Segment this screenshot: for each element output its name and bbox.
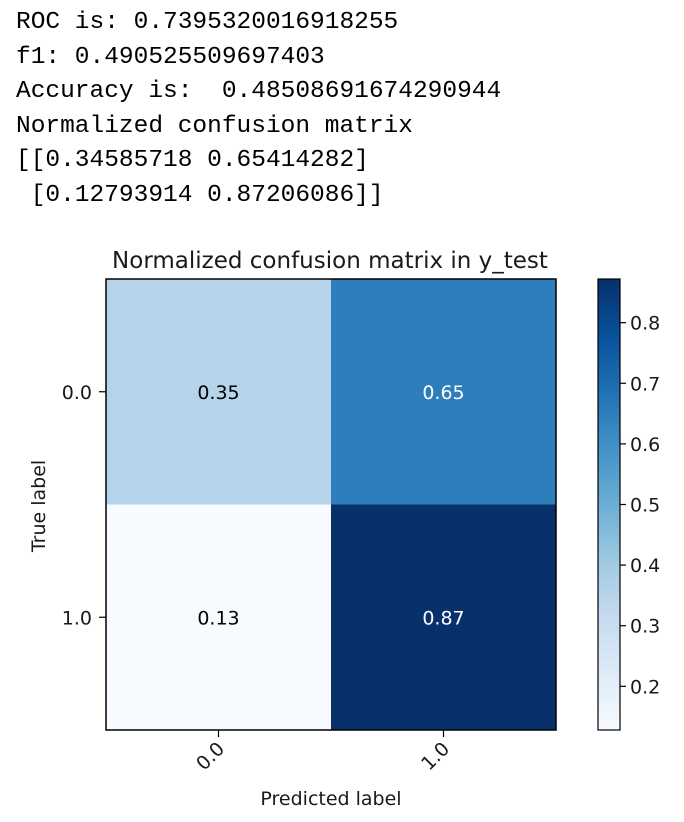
roc-output-line: ROC is: 0.7395320016918255 bbox=[16, 9, 399, 36]
cell-value-label-0-0: 0.35 bbox=[197, 382, 239, 404]
cell-value-label-1-0: 0.13 bbox=[197, 607, 239, 629]
cell-value-label-1-1: 0.87 bbox=[422, 607, 464, 629]
colorbar-tick-label-3: 0.5 bbox=[630, 495, 660, 517]
x-axis-label: Predicted label bbox=[260, 788, 401, 810]
notebook-output: ROC is: 0.7395320016918255 f1: 0.49052550… bbox=[16, 6, 501, 213]
colorbar-tick-label-5: 0.7 bbox=[630, 373, 660, 395]
chart-title: Normalized confusion matrix in y_test bbox=[112, 248, 548, 274]
colorbar-tick-label-2: 0.4 bbox=[630, 555, 660, 577]
heatmap-cell-1-1 bbox=[331, 504, 557, 731]
y-tick-label-0: 0.0 bbox=[62, 382, 92, 404]
matrix-heading-line: Normalized confusion matrix bbox=[16, 112, 413, 140]
y-axis-ticks: 0.0 1.0 bbox=[62, 382, 106, 629]
heatmap-cell-1-0 bbox=[106, 504, 332, 731]
x-axis-ticks: 0.0 1.0 bbox=[192, 730, 454, 775]
matrix-row-1-line: [0.12793914 0.87206086]] bbox=[16, 181, 384, 209]
plot-frame bbox=[105, 278, 557, 731]
colorbar-tick-label-6: 0.8 bbox=[630, 313, 660, 335]
colorbar-tick-label-4: 0.6 bbox=[630, 434, 660, 456]
heatmap-cells bbox=[106, 279, 557, 731]
colorbar-ticks: 0.2 0.3 0.4 0.5 0.6 0.7 0.8 bbox=[620, 313, 660, 698]
matrix-row-0-line: [[0.34585718 0.65414282] bbox=[16, 147, 369, 174]
colorbar-tick-label-1: 0.3 bbox=[630, 616, 660, 638]
f1-output-line: f1: 0.490525509697403 bbox=[16, 43, 325, 71]
heatmap-cell-labels: 0.35 0.65 0.13 0.87 bbox=[197, 382, 464, 630]
colorbar bbox=[597, 278, 621, 731]
x-tick-label-1: 1.0 bbox=[417, 738, 454, 775]
cell-value-label-0-1: 0.65 bbox=[422, 382, 464, 404]
accuracy-output-line: Accuracy is: 0.48508691674290944 bbox=[16, 78, 502, 105]
heatmap-cell-0-1 bbox=[331, 279, 557, 505]
y-axis-label: True label bbox=[28, 460, 50, 553]
x-tick-label-0: 0.0 bbox=[192, 738, 229, 775]
colorbar-tick-label-0: 0.2 bbox=[630, 676, 660, 698]
heatmap-cell-0-0 bbox=[106, 279, 332, 505]
y-tick-label-1: 1.0 bbox=[62, 607, 92, 629]
